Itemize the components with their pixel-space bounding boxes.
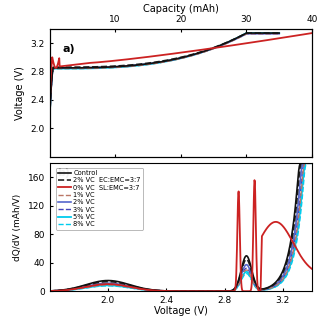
X-axis label: Voltage (V): Voltage (V): [154, 307, 208, 316]
Legend: Control, 2% VC  EC:EMC=3:7, 0% VC  SL:EMC=3:7, 1% VC, 2% VC, 3% VC, 5% VC, 8% VC: Control, 2% VC EC:EMC=3:7, 0% VC SL:EMC=…: [56, 168, 143, 230]
Y-axis label: dQ/dV (mAh/V): dQ/dV (mAh/V): [13, 194, 22, 261]
X-axis label: Capacity (mAh): Capacity (mAh): [143, 4, 219, 14]
Y-axis label: Voltage (V): Voltage (V): [15, 66, 25, 120]
Text: a): a): [63, 44, 75, 54]
Text: b): b): [58, 168, 70, 178]
